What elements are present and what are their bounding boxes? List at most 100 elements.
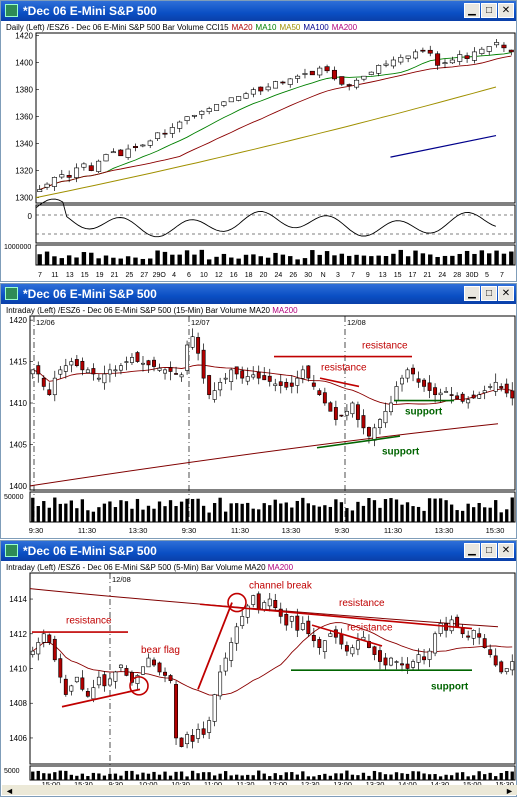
candle-body <box>339 76 345 85</box>
candle-body <box>420 49 426 52</box>
volume-bar <box>53 497 57 522</box>
maximize-button[interactable]: □ <box>481 3 497 18</box>
candle-body <box>41 633 46 643</box>
volume-bar <box>201 505 206 522</box>
candle-body <box>398 56 404 63</box>
volume-bar <box>113 507 118 522</box>
candle-body <box>400 663 404 666</box>
maximize-button[interactable]: □ <box>481 286 497 301</box>
candle-body <box>245 605 250 618</box>
candle-body <box>350 402 355 415</box>
volume-bar <box>306 776 310 780</box>
volume-bar <box>479 250 485 265</box>
window-title-bar[interactable]: *Dec 06 E-Mini S&P 500 ▁ □ ✕ <box>1 284 516 304</box>
candle-body <box>267 375 272 382</box>
volume-bar <box>86 776 90 780</box>
window-title-bar[interactable]: *Dec 06 E-Mini S&P 500 ▁ □ ✕ <box>1 541 516 561</box>
volume-bar <box>356 775 360 780</box>
ma20-line <box>32 622 513 696</box>
intraday-5min-window: *Dec 06 E-Mini S&P 500 ▁ □ ✕ Intraday (L… <box>0 540 517 797</box>
candle-body <box>234 366 239 375</box>
candle-body <box>295 377 300 386</box>
candle-body <box>295 615 300 631</box>
candle-body <box>455 616 460 628</box>
time-axis: 15:00 15:30 9:30 10:00 10:30 11:00 11:30 12:00 1… <box>42 780 514 789</box>
volume-bar <box>324 251 330 265</box>
candle-body <box>477 394 482 399</box>
volume-bar <box>464 250 470 265</box>
volume-bar <box>494 776 498 780</box>
candle-body <box>464 55 470 59</box>
x-tick-label: 24 <box>438 272 446 279</box>
candle-body <box>196 728 201 739</box>
volume-bar <box>75 775 79 780</box>
close-button[interactable]: ✕ <box>498 543 514 558</box>
x-tick-label: 16 <box>230 272 238 279</box>
window-title: *Dec 06 E-Mini S&P 500 <box>23 544 157 558</box>
candle-body <box>152 359 156 367</box>
candle-body <box>206 108 212 112</box>
volume-bar <box>310 250 315 265</box>
volume-bar <box>177 254 182 265</box>
minimize-button[interactable]: ▁ <box>464 543 480 558</box>
x-tick-label: 27 <box>140 272 148 279</box>
candle-body <box>346 84 352 86</box>
candle-body <box>174 373 179 375</box>
intraday-15min-window: *Dec 06 E-Mini S&P 500 ▁ □ ✕ Intraday (L… <box>0 283 517 539</box>
x-tick-label: 21 <box>111 272 119 279</box>
close-button[interactable]: ✕ <box>498 286 514 301</box>
x-tick-label: 12:30 <box>301 780 320 789</box>
volume-bar <box>367 775 371 780</box>
maximize-button[interactable]: □ <box>481 543 497 558</box>
candle-body <box>471 630 476 639</box>
volume-bar <box>240 503 244 522</box>
close-button[interactable]: ✕ <box>498 3 514 18</box>
price-pane <box>35 32 516 204</box>
candle-body <box>36 642 41 655</box>
svg-text:Intraday (Left) /ESZ6 - Dec: Intraday (Left) /ESZ6 - Dec 06 E-Mini S&… <box>6 563 294 572</box>
candle-body <box>157 662 162 673</box>
window-title-bar[interactable]: *Dec 06 E-Mini S&P 500 ▁ □ ✕ <box>1 1 516 21</box>
volume-bars <box>31 497 514 522</box>
time-axis: 9:30 11:30 13:30 9:30 11:30 13:30 9:30 11:30 13:… <box>29 526 505 535</box>
candle-body <box>389 402 393 413</box>
volume-bar <box>59 258 65 265</box>
x-tick-label: 11 <box>51 272 58 279</box>
volume-bar <box>394 499 399 522</box>
candle-body <box>102 674 107 687</box>
x-tick-label: 20 <box>260 272 268 279</box>
minimize-button[interactable]: ▁ <box>464 3 480 18</box>
volume-bar <box>405 502 410 522</box>
candle-body <box>130 357 134 363</box>
price-tick: 1406 <box>9 734 27 743</box>
volume-bar <box>477 502 481 522</box>
candle-body <box>169 127 175 134</box>
candle-body <box>212 390 217 400</box>
candle-body <box>140 144 146 147</box>
candle-body <box>499 661 504 673</box>
candle-body <box>328 402 333 412</box>
volume-bar <box>312 505 316 522</box>
scroll-right-icon[interactable]: ► <box>505 786 514 796</box>
volume-bar <box>251 254 256 265</box>
candle-body <box>177 121 183 129</box>
volume-bar <box>345 770 349 780</box>
candle-body <box>372 427 377 441</box>
volume-bar <box>505 771 509 780</box>
daily-chart-window: *Dec 06 E-Mini S&P 500 ▁ □ ✕ Daily (Left… <box>0 0 517 282</box>
x-tick-label: 13:30 <box>282 526 301 535</box>
candle-body <box>66 175 72 178</box>
minimize-button[interactable]: ▁ <box>464 286 480 301</box>
candle-body <box>91 368 96 375</box>
candle-body <box>218 381 223 391</box>
volume-bar <box>389 498 393 522</box>
volume-bar <box>483 507 487 522</box>
candle-body <box>30 369 35 375</box>
candle-body <box>168 675 173 681</box>
scroll-left-icon[interactable]: ◄ <box>5 786 14 796</box>
candle-body <box>207 720 212 733</box>
x-tick-label: 5 <box>485 272 489 279</box>
volume-bar <box>69 500 73 522</box>
volume-bar <box>235 774 239 780</box>
horizontal-scrollbar[interactable] <box>2 785 517 795</box>
